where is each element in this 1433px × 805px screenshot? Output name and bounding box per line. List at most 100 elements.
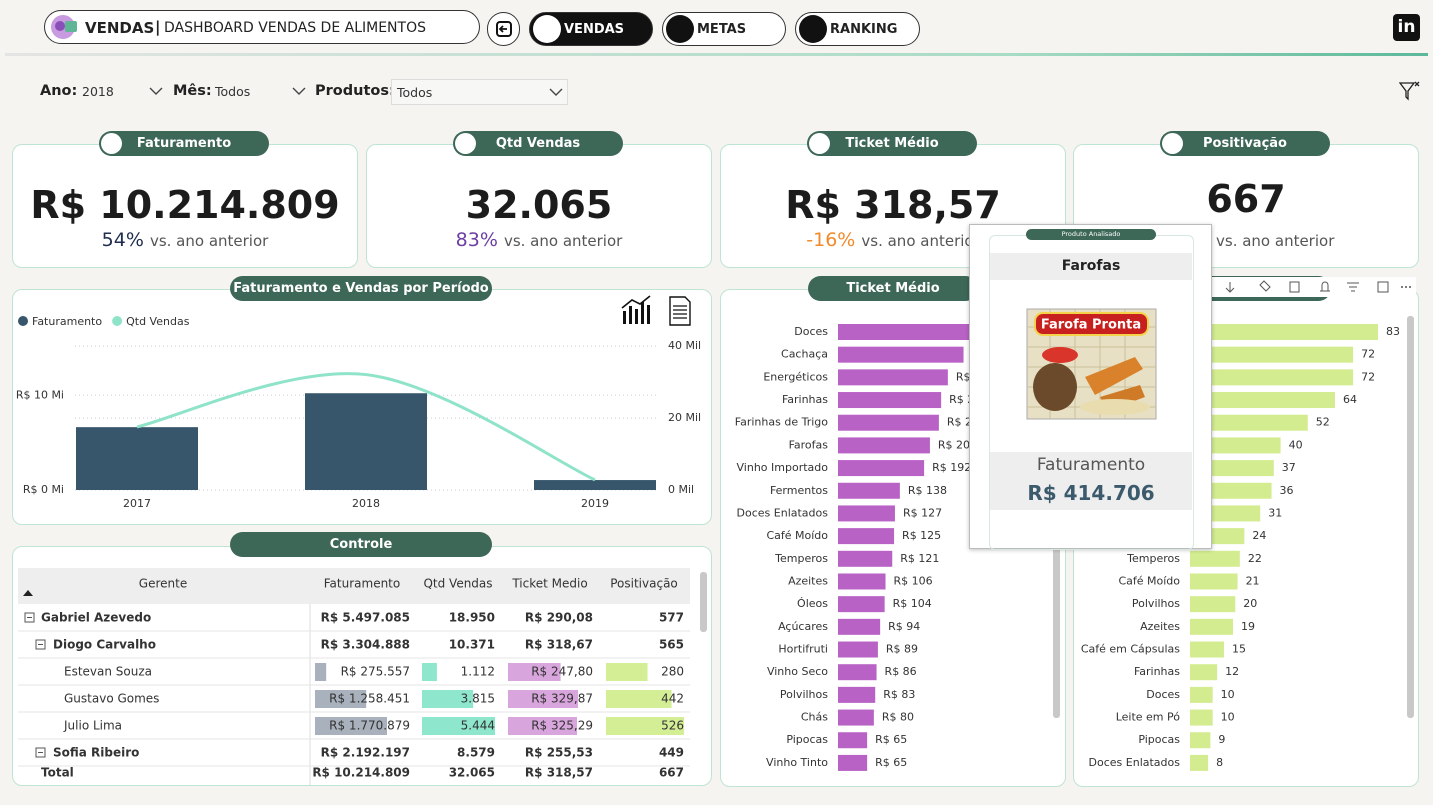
value-label: R$ 127 (903, 506, 942, 519)
category-label: Óleos (797, 597, 828, 610)
category-label: Fermentos (770, 484, 828, 497)
cell-value: 565 (659, 638, 684, 652)
cell-value: R$ 1.258.451 (329, 692, 410, 706)
data-bar (508, 663, 561, 681)
filter-dropdown[interactable]: 2018 (77, 79, 167, 103)
bar (838, 641, 878, 658)
value-label: 20 (1243, 597, 1257, 610)
bar (838, 664, 877, 681)
nav-vendas[interactable]: VENDAS (529, 12, 653, 46)
kpi-icon (809, 133, 830, 154)
cell-value: R$ 247,80 (531, 665, 593, 679)
value-label: 83 (1386, 325, 1400, 338)
total-cell: Total (41, 766, 74, 780)
category-label: Farinhas (1134, 665, 1180, 678)
cell-value: 526 (661, 719, 684, 733)
bar (838, 686, 876, 703)
value-label: R$ 65 (875, 756, 907, 769)
line (136, 372, 596, 482)
y2-tick-label: 0 Mil (668, 483, 694, 496)
tooltip-value: R$ 414.706 (1027, 481, 1155, 505)
chart-type-icon[interactable] (621, 295, 651, 324)
chevron (149, 87, 163, 95)
bar (1190, 596, 1236, 613)
category-label: Polvilhos (780, 688, 828, 701)
cell-value: 10.371 (449, 638, 495, 652)
bar (1190, 618, 1234, 635)
category-label: Doces Enlatados (1089, 756, 1181, 769)
y2-tick-label: 40 Mil (668, 339, 701, 352)
category-label: Vinho Tinto (766, 756, 828, 769)
value-label: R$ 106 (894, 574, 933, 587)
product-image: Farofa Pronta (1026, 308, 1157, 420)
value-label: 21 (1246, 574, 1260, 587)
nav-ranking[interactable]: RANKING (795, 12, 920, 46)
cell-value: 8.579 (457, 746, 495, 760)
expand-toggle[interactable] (35, 639, 46, 650)
nav-metas[interactable]: METAS (662, 12, 786, 46)
filter-dropdown[interactable]: Todos (210, 79, 310, 103)
kpi-change-line: 54% vs. ano anterior (13, 229, 357, 251)
value-label: 19 (1241, 620, 1255, 633)
value-label: R$ 121 (900, 552, 939, 565)
scrollbar[interactable] (700, 572, 707, 632)
scrollbar[interactable] (1407, 316, 1414, 718)
toolbar-icons[interactable] (1212, 277, 1416, 297)
value-label: 15 (1232, 643, 1246, 656)
column-header: Positivação (610, 577, 678, 591)
cell-value: R$ 1.770.879 (329, 719, 410, 733)
value-label: R$ 83 (883, 688, 915, 701)
cell-value: R$ 275.557 (341, 665, 410, 679)
category-label: Açúcares (778, 620, 828, 633)
value-label: 9 (1218, 733, 1225, 746)
value-label: 31 (1268, 506, 1282, 519)
bar (838, 573, 886, 590)
category-label: Farofas (789, 438, 829, 451)
clear-filters-icon[interactable] (1399, 80, 1421, 102)
cell-value: 5.444 (461, 719, 495, 733)
kpi-title-text: Faturamento (136, 136, 232, 151)
value-label: 64 (1343, 393, 1357, 406)
value-label: R$ 138 (908, 484, 947, 497)
kpi-icon (455, 133, 476, 154)
legend-marker (18, 316, 28, 326)
category-label: Doces (794, 325, 828, 338)
kpi-note: vs. ano anterior (1216, 232, 1335, 250)
category-label: Doces (1146, 688, 1180, 701)
cell-value: R$ 2.192.197 (321, 746, 410, 760)
bar (1190, 664, 1218, 681)
x-tick-label: 2018 (352, 497, 380, 510)
row-label: Julio Lima (63, 719, 122, 733)
filter-label: Produtos: (315, 83, 395, 99)
category-label: Vinho Seco (767, 665, 828, 678)
value-label: 22 (1248, 552, 1262, 565)
cell-value: 1.112 (461, 665, 495, 679)
brand-box: VENDAS | DASHBOARD VENDAS DE ALIMENTOS (44, 10, 480, 44)
value-label: 36 (1280, 484, 1294, 497)
linkedin-icon[interactable]: in (1393, 14, 1420, 41)
bar (838, 392, 942, 409)
data-bar (606, 690, 672, 708)
bar (838, 732, 868, 749)
total-cell: 667 (659, 766, 684, 780)
sort-arrow[interactable] (23, 590, 33, 596)
filter-label: Ano: (40, 83, 78, 99)
bar (838, 482, 900, 499)
bar (1190, 709, 1213, 726)
expand-toggle[interactable] (35, 747, 46, 758)
category-label: Temperos (774, 552, 828, 565)
expand-toggle[interactable] (24, 612, 35, 623)
kpi-card: R$ 10.214.809 54% vs. ano anterior (12, 144, 358, 268)
tooltip-header: Produto Analisado (1026, 229, 1156, 240)
kpi-change: 54% (101, 229, 144, 251)
filter-dropdown[interactable]: Todos (391, 79, 568, 105)
value-label: 37 (1282, 461, 1296, 474)
y-tick-label: R$ 10 Mi (16, 388, 64, 401)
kpi-change-line: 83% vs. ano anterior (367, 229, 711, 251)
category-label: Azeites (788, 574, 828, 587)
kpi-value: R$ 10.214.809 (30, 183, 340, 227)
x-tick-label: 2019 (581, 497, 609, 510)
table-view-icon[interactable] (669, 296, 691, 326)
tooltip-measure: Faturamento (1036, 455, 1146, 475)
back-button[interactable] (487, 12, 520, 46)
